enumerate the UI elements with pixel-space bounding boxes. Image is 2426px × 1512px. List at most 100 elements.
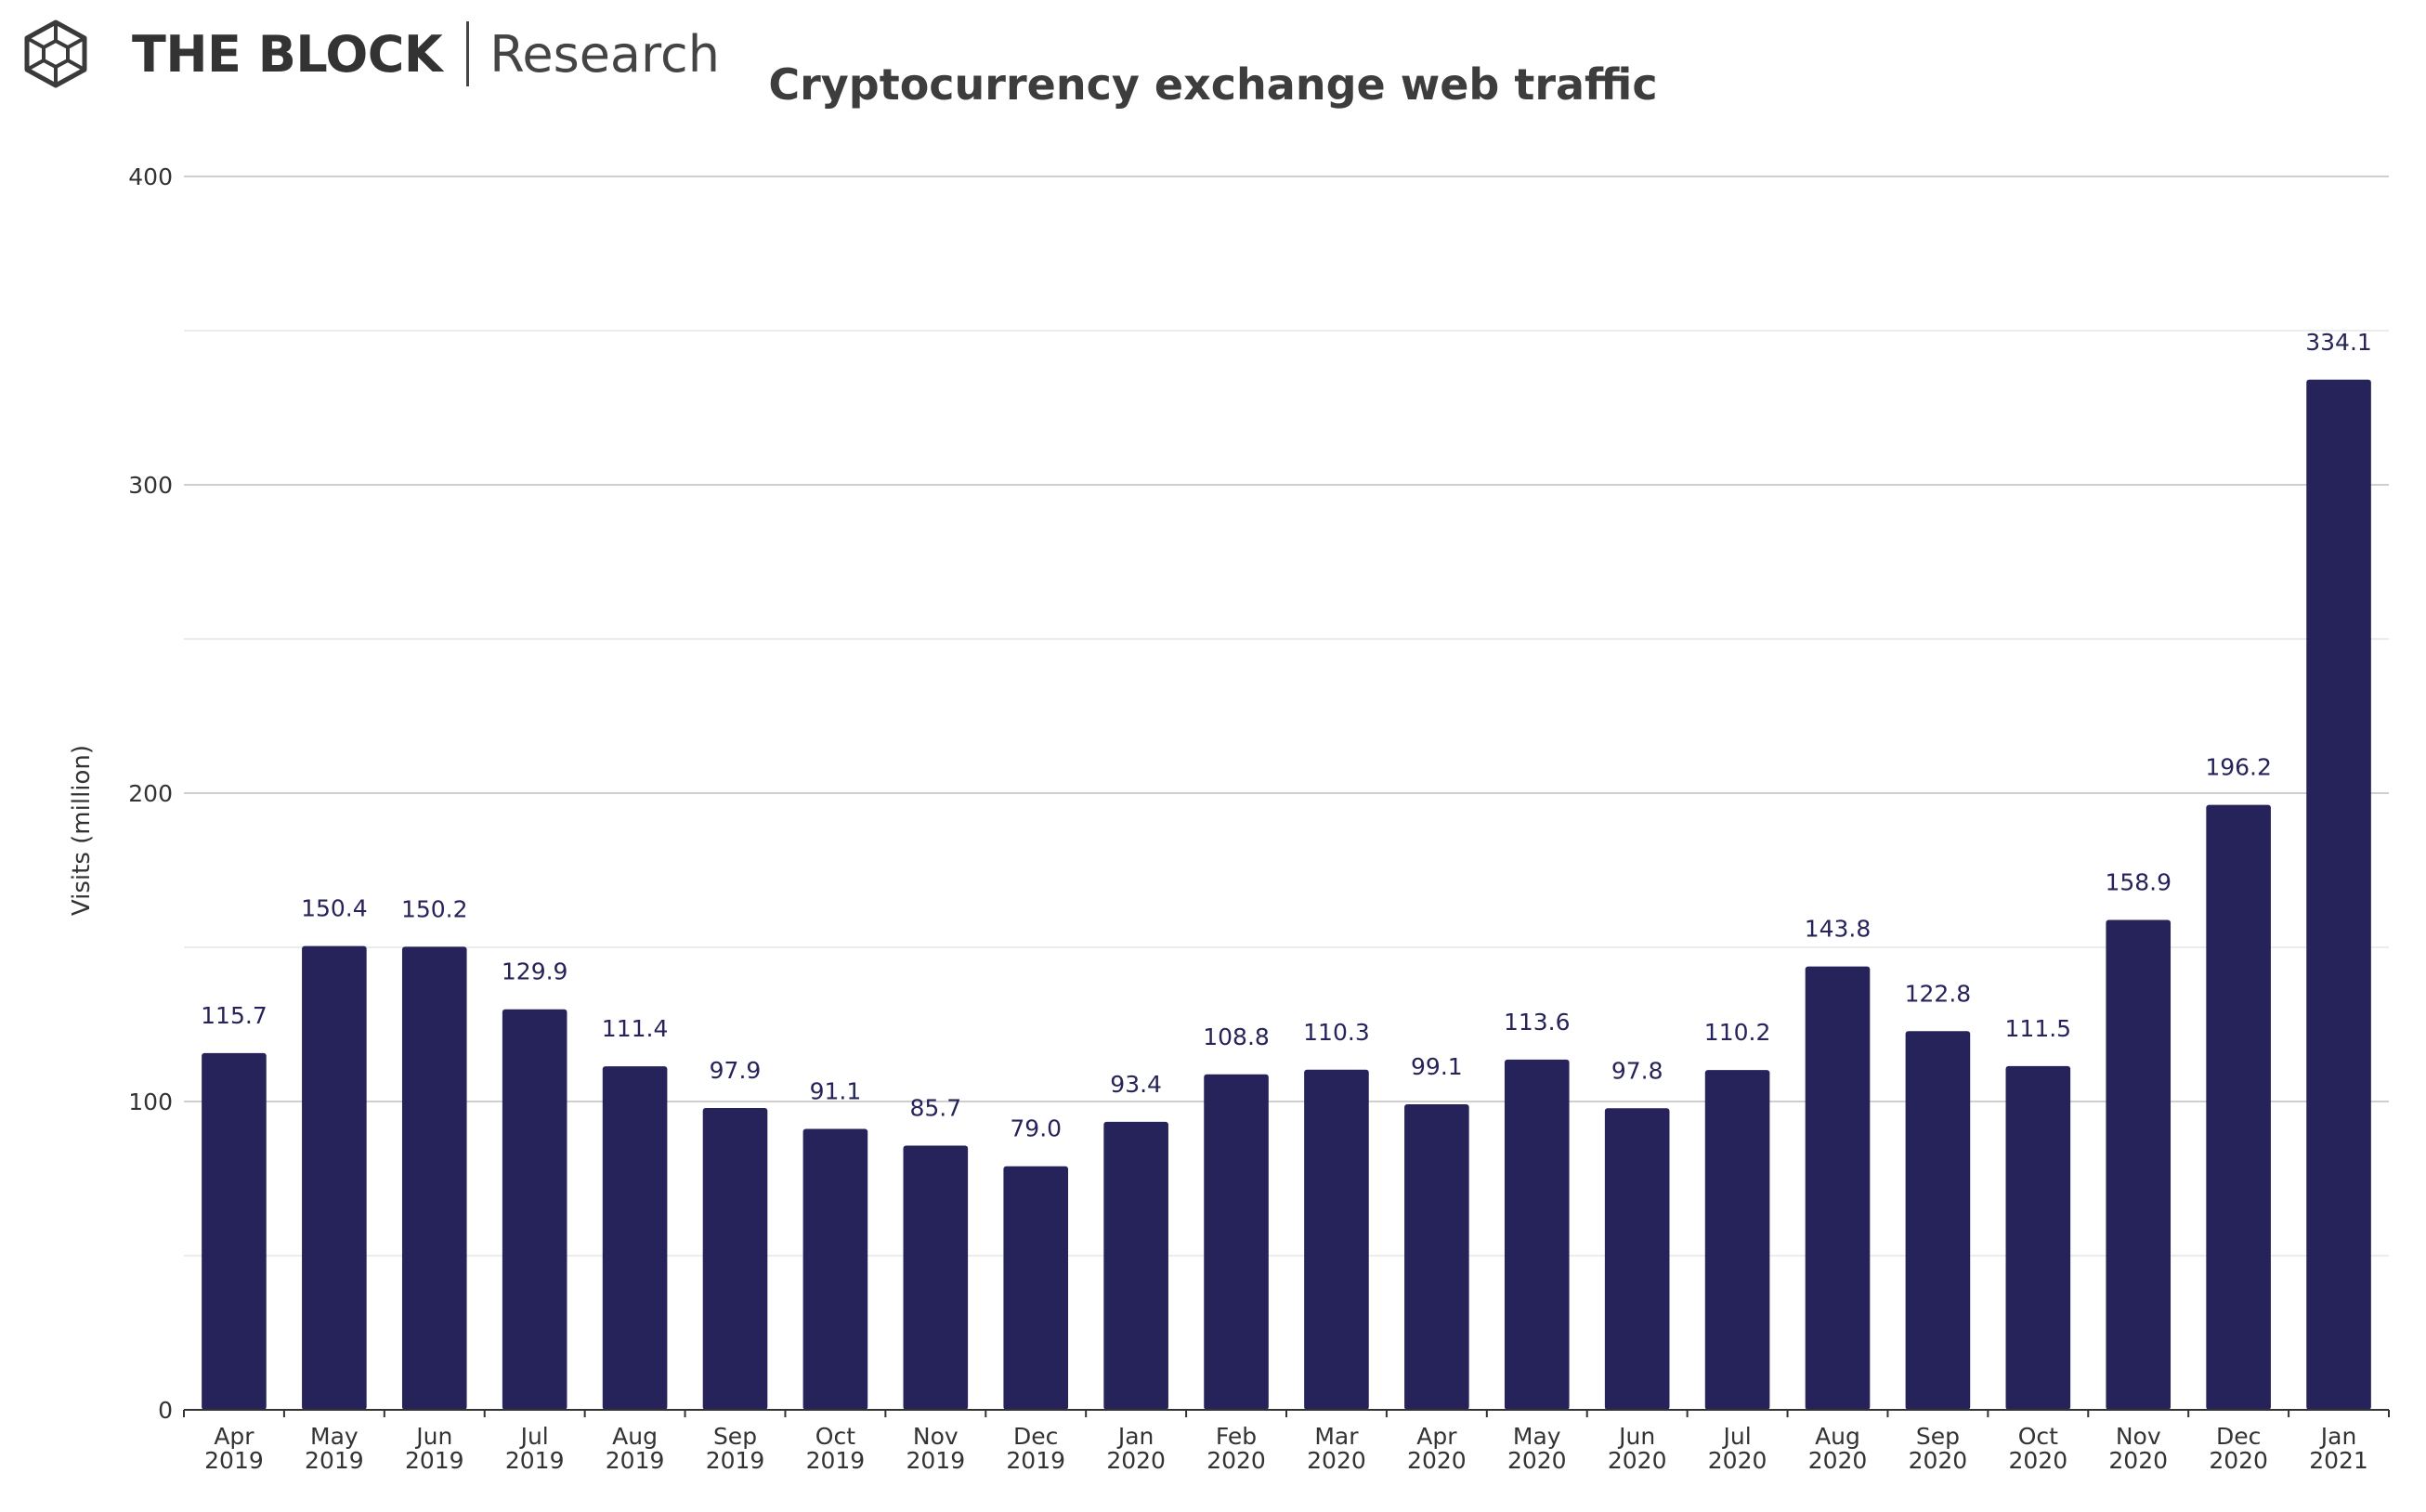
y-axis-title: Visits (million) <box>68 745 96 916</box>
y-axis-ticks: 0 100 200 300 400 <box>128 163 173 1424</box>
data-label: 108.8 <box>1203 1023 1270 1050</box>
y-tick-label: 200 <box>128 780 173 807</box>
brand-name: THE BLOCK <box>132 24 443 84</box>
x-tick-label-year: 2020 <box>1708 1447 1767 1474</box>
x-tick-label-month: Jan <box>2319 1423 2357 1450</box>
data-label: 85.7 <box>909 1094 961 1121</box>
data-label: 111.4 <box>602 1015 669 1042</box>
bar <box>903 1145 969 1410</box>
brand-divider <box>466 21 470 86</box>
bar <box>702 1107 768 1410</box>
x-tick-label-month: Oct <box>2018 1423 2058 1450</box>
bar <box>1704 1070 1770 1410</box>
y-tick-label: 0 <box>158 1397 173 1424</box>
data-label: 150.4 <box>301 895 368 922</box>
x-tick-label-year: 2019 <box>906 1447 966 1474</box>
bar <box>2005 1065 2071 1410</box>
x-tick-label-month: Aug <box>612 1423 658 1450</box>
bar <box>1103 1121 1168 1410</box>
data-label: 196.2 <box>2205 754 2272 781</box>
x-tick-label-month: Oct <box>815 1423 855 1450</box>
x-tick-label-month: Aug <box>1815 1423 1860 1450</box>
data-label: 115.7 <box>201 1002 267 1029</box>
data-label: 122.8 <box>1905 980 1972 1007</box>
data-label: 158.9 <box>2105 868 2172 895</box>
x-tick-label-year: 2019 <box>806 1447 866 1474</box>
data-label: 97.9 <box>710 1057 762 1084</box>
x-tick-label-month: Nov <box>913 1423 959 1450</box>
x-tick-label-year: 2020 <box>1106 1447 1166 1474</box>
x-tick-label-year: 2020 <box>2108 1447 2168 1474</box>
chart-title: Cryptocurrency exchange web traffic <box>768 59 1658 110</box>
x-tick-label-month: Jul <box>519 1423 549 1450</box>
data-label: 79.0 <box>1010 1115 1062 1142</box>
x-tick-label-month: Sep <box>1916 1423 1960 1450</box>
x-tick-label-month: Nov <box>2116 1423 2161 1450</box>
bar <box>302 945 367 1410</box>
y-tick-label: 300 <box>128 472 173 499</box>
block-logo-icon <box>24 20 87 88</box>
x-tick-label-month: Jun <box>1617 1423 1655 1450</box>
bar <box>1805 966 1871 1410</box>
x-tick-label-year: 2019 <box>505 1447 565 1474</box>
x-tick-label-year: 2020 <box>1909 1447 1968 1474</box>
bar <box>2306 379 2371 1411</box>
x-tick-label-month: Sep <box>713 1423 757 1450</box>
bar <box>401 946 467 1410</box>
x-tick-label-year: 2020 <box>2009 1447 2068 1474</box>
x-tick-label-month: Mar <box>1314 1423 1359 1450</box>
x-tick-label-year: 2020 <box>1307 1447 1366 1474</box>
x-tick-label-month: Jan <box>1116 1423 1154 1450</box>
bar <box>802 1128 868 1410</box>
brand-suffix: Research <box>489 24 720 84</box>
data-label: 334.1 <box>2305 329 2372 356</box>
x-tick-label-year: 2019 <box>305 1447 364 1474</box>
x-tick-label-month: Dec <box>1013 1423 1058 1450</box>
x-tick-label-year: 2020 <box>1407 1447 1467 1474</box>
data-label: 143.8 <box>1805 916 1872 943</box>
x-axis-ticks: Apr2019May2019Jun2019Jul2019Aug2019Sep20… <box>183 1410 2390 1474</box>
data-label: 99.1 <box>1411 1053 1463 1080</box>
bars <box>202 379 2371 1411</box>
x-tick-label-month: Apr <box>1416 1423 1457 1450</box>
x-tick-label-year: 2019 <box>1006 1447 1065 1474</box>
bar <box>1604 1108 1670 1410</box>
x-tick-label-month: Apr <box>214 1423 254 1450</box>
data-label: 110.3 <box>1303 1019 1370 1046</box>
data-labels: 115.7 150.4 150.2 129.9 111.4 97.9 91.1 85.7 79.… <box>201 329 2372 1142</box>
x-tick-label-year: 2020 <box>1507 1447 1567 1474</box>
bar <box>502 1009 567 1410</box>
x-tick-label-month: May <box>310 1423 359 1450</box>
bar <box>2206 804 2271 1410</box>
bar <box>1003 1166 1069 1410</box>
x-tick-label-month: Dec <box>2216 1423 2261 1450</box>
data-label: 93.4 <box>1110 1071 1162 1098</box>
x-tick-label-year: 2019 <box>706 1447 765 1474</box>
brand-logo: THE BLOCK Research <box>22 19 720 89</box>
x-tick-label-year: 2019 <box>606 1447 665 1474</box>
data-label: 91.1 <box>810 1078 862 1105</box>
x-tick-label-month: Feb <box>1216 1423 1257 1450</box>
x-tick-label-year: 2020 <box>1608 1447 1667 1474</box>
x-tick-label-year: 2020 <box>1808 1447 1868 1474</box>
data-label: 150.2 <box>401 895 468 922</box>
x-tick-label-year: 2019 <box>204 1447 264 1474</box>
x-tick-label-month: May <box>1513 1423 1561 1450</box>
x-tick-label-year: 2021 <box>2309 1447 2368 1474</box>
bar <box>1504 1059 1570 1410</box>
bar <box>1204 1074 1269 1410</box>
data-label: 110.2 <box>1704 1019 1771 1046</box>
data-label: 97.8 <box>1611 1057 1663 1084</box>
bar <box>602 1066 668 1410</box>
x-tick-label-year: 2019 <box>405 1447 464 1474</box>
x-tick-label-year: 2020 <box>2209 1447 2268 1474</box>
x-tick-label-month: Jul <box>1722 1423 1752 1450</box>
bar <box>202 1052 267 1410</box>
bar <box>1304 1069 1369 1410</box>
x-tick-label-year: 2020 <box>1206 1447 1266 1474</box>
data-label: 129.9 <box>502 958 568 985</box>
data-label: 113.6 <box>1504 1009 1571 1036</box>
bar <box>1905 1031 1971 1410</box>
y-tick-label: 400 <box>128 163 173 190</box>
